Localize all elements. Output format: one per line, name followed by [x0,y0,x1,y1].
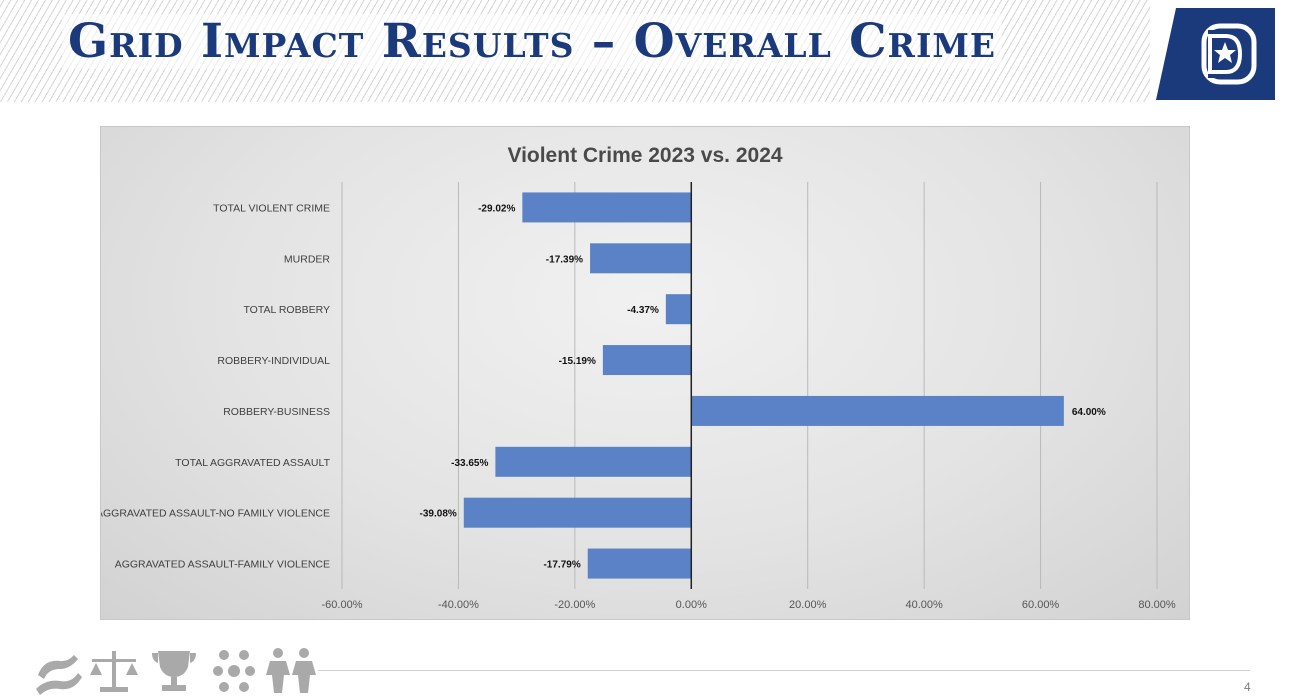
x-tick-label: 60.00% [1022,599,1060,611]
category-label: AGGRAVATED ASSAULT-NO FAMILY VIOLENCE [101,508,330,520]
data-label: -29.02% [478,203,515,214]
bar [587,548,692,579]
x-tick-label: 0.00% [676,599,707,611]
bar [691,395,1064,426]
category-label: TOTAL AGGRAVATED ASSAULT [175,457,330,469]
chart-title: Violent Crime 2023 vs. 2024 [507,144,782,167]
diversity-icon [213,650,255,692]
bar [495,446,692,477]
bar [522,192,692,223]
category-label: TOTAL ROBBERY [243,304,330,316]
x-tick-label: 20.00% [789,599,827,611]
data-label: 64.00% [1072,407,1106,418]
justice-scales-icon [90,651,138,692]
bar [463,497,692,528]
data-label: -17.79% [543,560,580,571]
data-label: -39.08% [420,509,457,520]
category-label: ROBBERY-BUSINESS [223,406,330,418]
x-tick-label: -60.00% [322,599,363,611]
category-label: MURDER [284,253,330,265]
violent-crime-chart: Violent Crime 2023 vs. 2024 -60.00% -40.00… [101,144,1176,611]
chart-frame: Violent Crime 2023 vs. 2024 -60.00% -40.00… [100,126,1190,620]
x-tick-label: 80.00% [1138,599,1176,611]
x-tick-label: -40.00% [438,599,479,611]
trophy-icon [152,651,196,691]
bar [665,294,692,325]
dallas-logo [1152,0,1275,108]
data-label: -33.65% [451,458,488,469]
category-label: ROBBERY-INDIVIDUAL [217,355,330,367]
category-label: AGGRAVATED ASSAULT-FAMILY VIOLENCE [115,559,330,571]
footer-divider [318,670,1250,671]
data-label: -15.19% [559,356,596,367]
helping-hands-icon [36,655,82,695]
category-label: TOTAL VIOLENT CRIME [213,202,330,214]
x-tick-label: 40.00% [905,599,943,611]
data-label: -4.37% [627,305,659,316]
bar [602,345,692,376]
page-number: 4 [1244,680,1251,694]
x-tick-label: -20.00% [554,599,595,611]
footer-icons [36,648,316,695]
people-icon [266,648,316,693]
data-label: -17.39% [546,254,583,265]
bar [590,243,692,274]
slide-title: Grid Impact Results – Overall Crime [62,14,1003,69]
